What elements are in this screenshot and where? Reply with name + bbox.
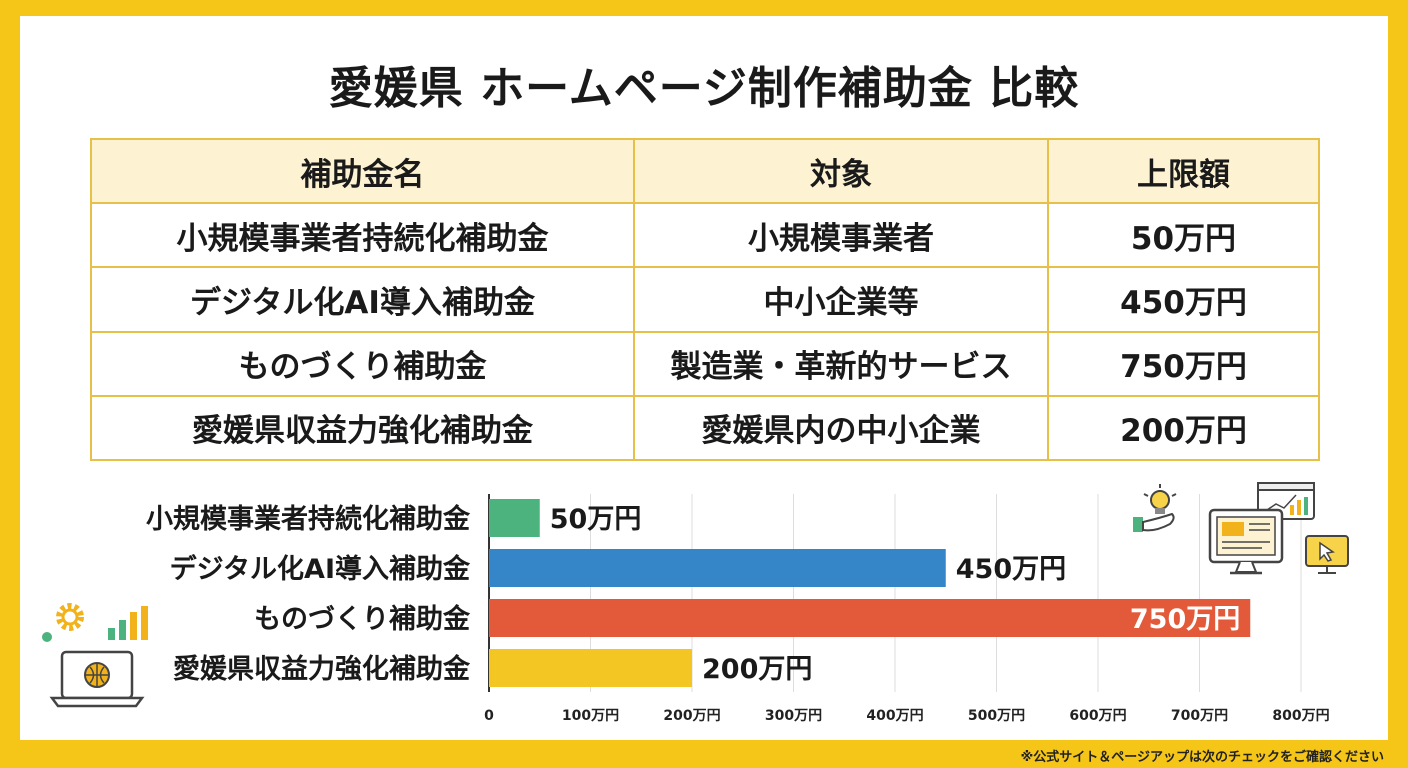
target-cell: 小規模事業者: [633, 202, 1049, 269]
header-cell: 上限額: [1047, 137, 1320, 205]
limit-cell: 750万円: [1047, 330, 1320, 397]
desktop-monitor-icon: [1208, 508, 1284, 575]
x-tick-label: 300万円: [765, 708, 822, 724]
bar: [489, 549, 946, 587]
table-row: デジタル化AI導入補助金 中小企業等 450万円: [90, 266, 1320, 333]
x-tick-label: 100万円: [562, 708, 619, 724]
limit-cell: 50万円: [1047, 202, 1320, 269]
table-row: ものづくり補助金 製造業・革新的サービス 750万円: [90, 330, 1320, 397]
table-row: 小規模事業者持続化補助金 小規模事業者 50万円: [90, 202, 1320, 269]
subsidy-name-cell: 小規模事業者持続化補助金: [90, 202, 635, 269]
x-tick-label: 400万円: [866, 708, 923, 724]
laptop-globe-icon: [49, 650, 145, 708]
data-label: 50万円: [550, 504, 642, 535]
data-label: 200万円: [702, 654, 812, 685]
target-cell: 中小企業等: [633, 266, 1049, 333]
category-label: 愛媛県収益力強化補助金: [173, 653, 471, 685]
x-tick-label: 800万円: [1272, 708, 1329, 724]
header-cell: 対象: [633, 137, 1049, 205]
limit-cell: 450万円: [1047, 266, 1320, 333]
subsidy-name-cell: ものづくり補助金: [90, 330, 635, 397]
cursor-monitor-icon: [1305, 535, 1349, 574]
x-tick-label: 600万円: [1069, 708, 1126, 724]
bar: [489, 599, 1251, 637]
x-tick-label: 0: [484, 708, 494, 724]
x-tick-label: 700万円: [1171, 708, 1228, 724]
bar: [489, 499, 540, 537]
gear-icon: [56, 603, 84, 631]
data-label: 750万円: [1130, 604, 1240, 635]
target-cell: 愛媛県内の中小企業: [633, 394, 1049, 462]
comparison-table: 補助金名 対象 上限額 小規模事業者持続化補助金 小規模事業者 50万円 デジタ…: [90, 137, 1320, 462]
page-title: 愛媛県 ホームページ制作補助金 比較: [328, 63, 1080, 114]
header-cell: 補助金名: [90, 137, 635, 205]
footnote: ※公式サイト＆ページアップは次のチェックをご確認ください: [1020, 750, 1384, 765]
lightbulb-hand-icon: [1133, 484, 1177, 532]
bar: [489, 649, 692, 687]
category-label: 小規模事業者持続化補助金: [146, 503, 471, 535]
category-label: デジタル化AI導入補助金: [170, 553, 471, 585]
bar-chart-icon: [108, 606, 148, 640]
small-gear-icon: [42, 632, 52, 642]
limit-cell: 200万円: [1047, 394, 1320, 462]
x-tick-label: 200万円: [663, 708, 720, 724]
data-label: 450万円: [956, 554, 1066, 585]
x-tick-label: 500万円: [968, 708, 1025, 724]
subsidy-name-cell: デジタル化AI導入補助金: [90, 266, 635, 333]
subsidy-name-cell: 愛媛県収益力強化補助金: [90, 394, 635, 462]
table-row: 愛媛県収益力強化補助金 愛媛県内の中小企業 200万円: [90, 394, 1320, 462]
table-header-row: 補助金名 対象 上限額: [90, 137, 1320, 205]
category-label: ものづくり補助金: [254, 603, 471, 635]
target-cell: 製造業・革新的サービス: [633, 330, 1049, 397]
